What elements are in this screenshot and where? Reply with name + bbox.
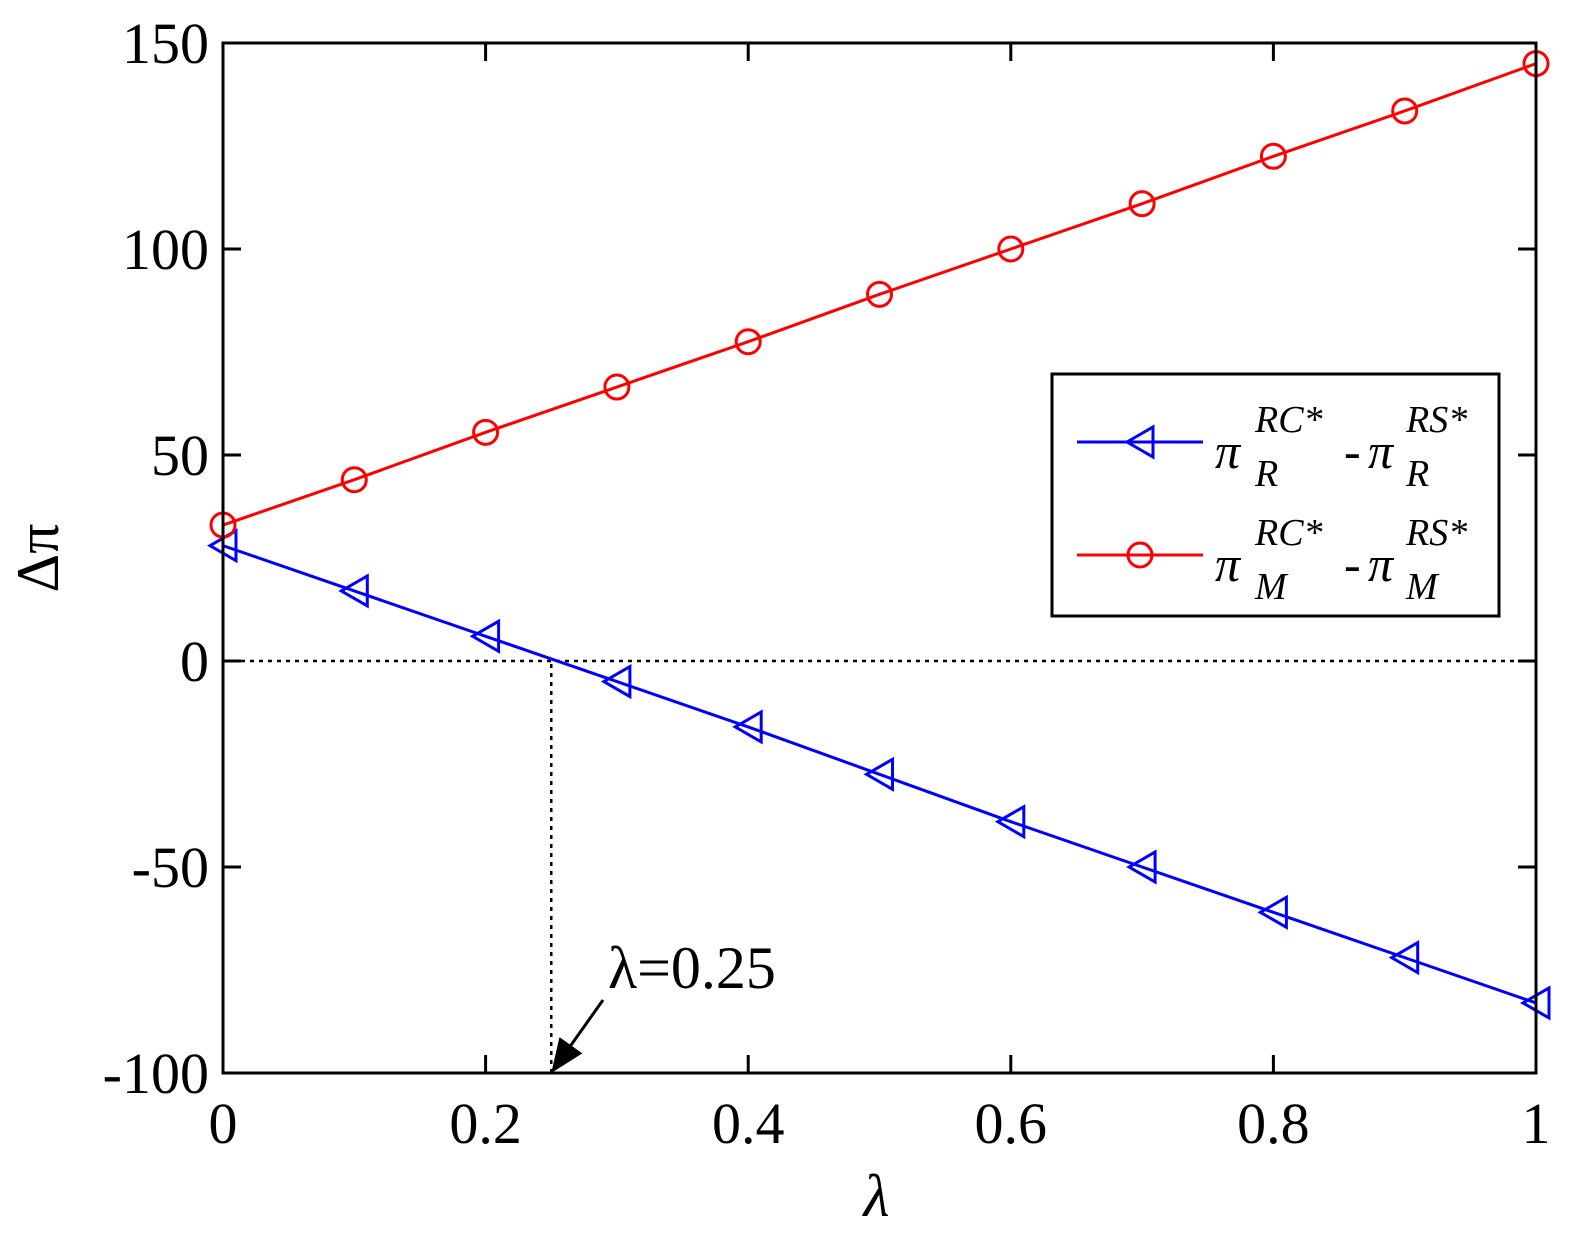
legend-label-manufacturer-base1: π (1215, 536, 1242, 592)
y-tick-label: 100 (122, 217, 209, 282)
y-tick-label: 0 (180, 629, 209, 694)
series-line (222, 544, 1537, 1005)
series-line (222, 62, 1537, 527)
data-point (997, 235, 1025, 263)
data-point (472, 418, 500, 446)
data-point (732, 709, 763, 745)
legend-label-manufacturer-sup1: RC* (1254, 512, 1323, 554)
legend-marker-shape (1123, 424, 1155, 460)
data-point (603, 373, 631, 401)
legend-label-retailer-sep: - (1344, 423, 1361, 479)
ticks-layer: 0 0.2 0.4 0.6 0.8 1 -100 -50 0 50 100 150 (103, 11, 1551, 1156)
legend-marker-shape (1126, 541, 1154, 569)
reference-lines (223, 659, 1536, 1073)
y-axis-label: Δπ (5, 524, 71, 593)
y-tick-label: -50 (132, 835, 209, 900)
y-tick-label: 150 (122, 11, 209, 76)
legend-entry-retailer: π RC* R - π RS* R (1077, 399, 1467, 495)
x-tick-label: 0 (209, 1091, 238, 1156)
data-point (338, 573, 369, 609)
legend-entry-manufacturer: π RC* M - π RS* M (1077, 512, 1467, 608)
legend: π RC* R - π RS* R π RC* M - π RS* M (1050, 372, 1501, 618)
x-tick-label: 0.2 (449, 1091, 522, 1156)
x-tick-label: 1 (1522, 1091, 1551, 1156)
annotation-arrow-head (551, 1037, 583, 1073)
y-tick-label: -100 (103, 1041, 209, 1106)
legend-label-retailer-base1: π (1215, 423, 1242, 479)
x-tick-label: 0.4 (712, 1091, 785, 1156)
legend-box (1050, 372, 1501, 618)
y-tick-label: 50 (151, 423, 209, 488)
annotation-layer: λ=0.25 (551, 935, 776, 1073)
plot-frame (221, 41, 1538, 1075)
annotation-arrow-line (569, 999, 605, 1047)
data-point (340, 466, 368, 494)
data-point (1388, 940, 1420, 976)
series-manufacturer (209, 50, 1550, 539)
annotation-label: λ=0.25 (608, 935, 776, 1001)
data-point (1391, 97, 1419, 125)
legend-label-retailer-sub1: R (1254, 453, 1278, 495)
data-point (863, 756, 894, 792)
legend-label-manufacturer-sub1: M (1254, 566, 1289, 608)
legend-label-manufacturer-sup2: RS* (1405, 512, 1467, 554)
data-point (1257, 894, 1288, 930)
legend-label-manufacturer-sub2: M (1405, 566, 1440, 608)
data-point (469, 618, 501, 654)
data-point (1126, 849, 1157, 885)
legend-label-manufacturer-base2: π (1368, 536, 1395, 592)
data-point (994, 804, 1026, 840)
x-axis-label: λ (862, 1163, 890, 1229)
data-point (1128, 190, 1156, 218)
data-point (734, 328, 762, 356)
data-point (600, 664, 632, 700)
data-point (866, 280, 893, 308)
legend-label-retailer-sup1: RC* (1254, 399, 1323, 441)
legend-label-retailer-sup2: RS* (1405, 399, 1467, 441)
legend-label-retailer-base2: π (1368, 423, 1395, 479)
x-tick-label: 0.6 (975, 1091, 1048, 1156)
x-tick-label: 0.8 (1237, 1091, 1310, 1156)
data-point (1259, 142, 1287, 170)
legend-label-manufacturer-sep: - (1344, 536, 1361, 592)
legend-marker-retailer (1123, 424, 1155, 460)
legend-label-retailer-sub2: R (1405, 453, 1429, 495)
legend-marker-manufacturer (1126, 541, 1154, 569)
